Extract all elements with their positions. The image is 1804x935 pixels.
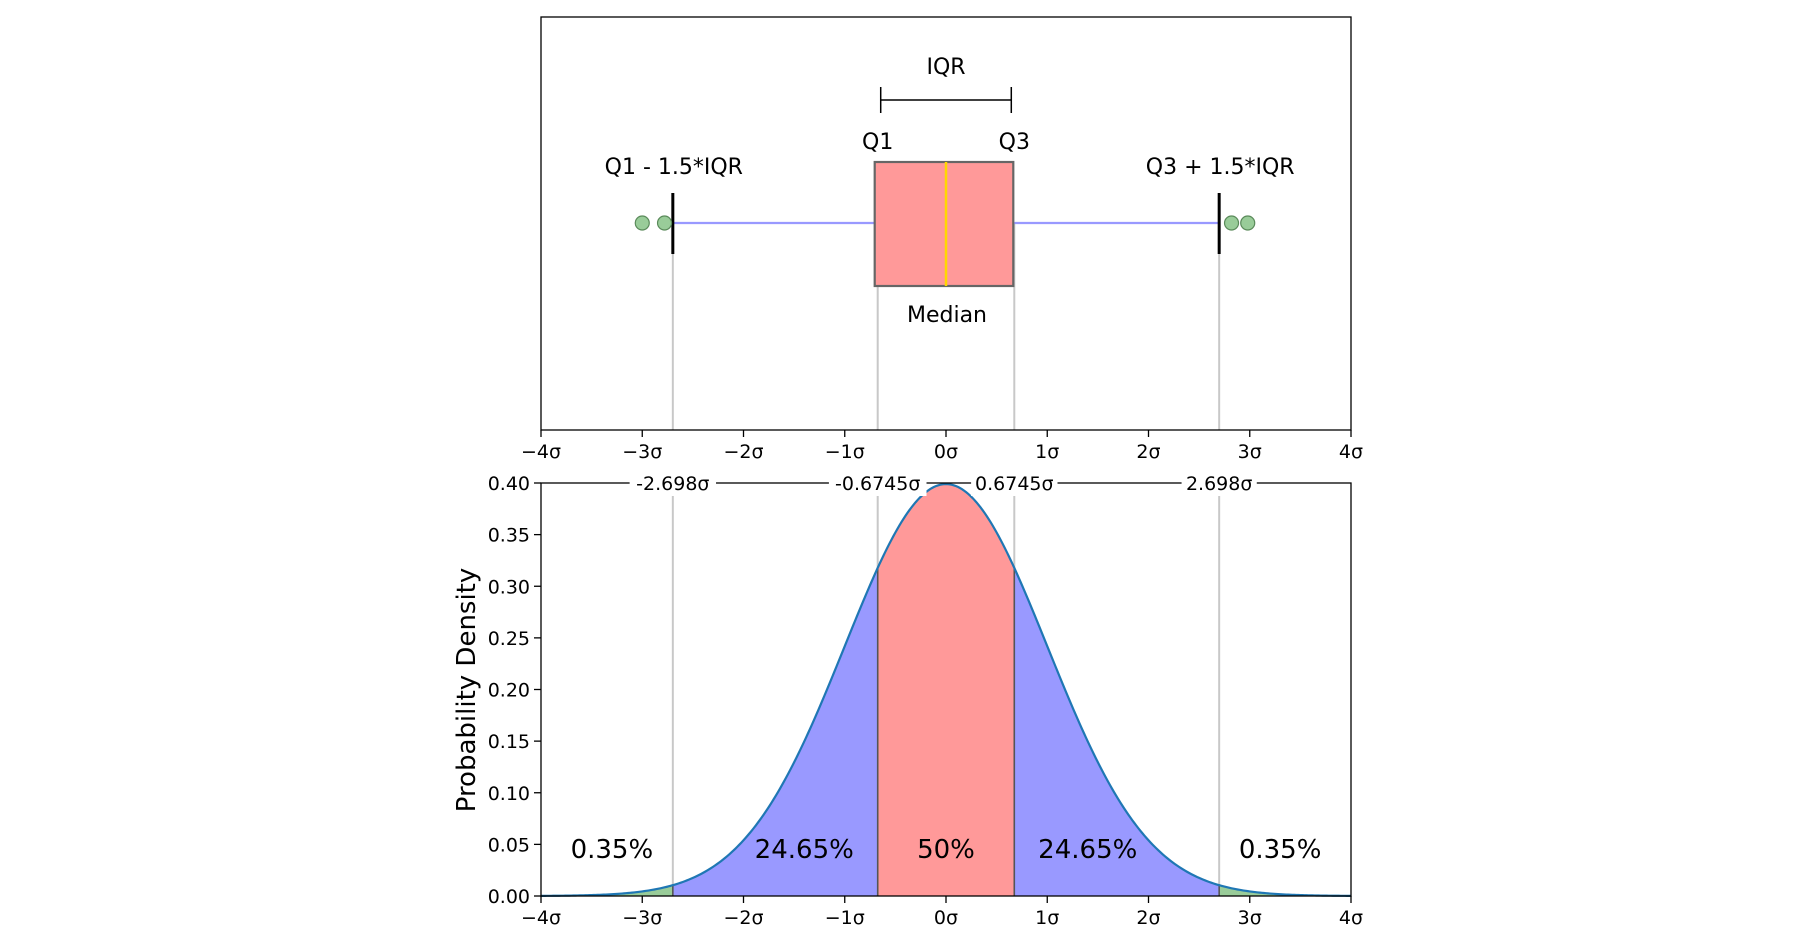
region-label-2: 50%: [917, 835, 975, 865]
boundary-label-3: 2.698σ: [1186, 473, 1252, 495]
ytick-label-7: 0.35: [488, 525, 530, 547]
top-xtick-label-7: 3σ: [1238, 441, 1262, 463]
bottom-xtick-label-1: −3σ: [622, 907, 662, 929]
density-region-4: [1219, 885, 1351, 896]
boundary-label-bg-1: [828, 470, 927, 496]
iqr-label: IQR: [926, 55, 965, 80]
bottom-xtick-label-7: 3σ: [1238, 907, 1262, 929]
ytick-label-1: 0.05: [488, 834, 530, 856]
top-xtick-label-0: −4σ: [521, 441, 561, 463]
boundary-label-bg-3: [1181, 470, 1257, 496]
y-axis-label: Probability Density: [452, 568, 482, 813]
ytick-label-0: 0.00: [488, 886, 530, 908]
density-curve: [540, 482, 1352, 897]
region-label-3: 24.65%: [1038, 835, 1137, 865]
outlier-point-1: [656, 215, 673, 231]
bottom-xtick-label-8: 4σ: [1339, 907, 1363, 929]
q3-label: Q3: [999, 130, 1030, 155]
iqr-box: [873, 160, 1015, 288]
ytick-label-3: 0.15: [488, 731, 530, 753]
bottom-xtick-label-4: 0σ: [934, 907, 958, 929]
boxplot-panel: IQR Q1 Q3 Q1 - 1.5*IQR Q3 + 1.5*IQR Medi…: [521, 16, 1363, 463]
lower-fence-label: Q1 - 1.5*IQR: [605, 155, 743, 180]
ytick-label-4: 0.20: [488, 680, 530, 702]
ytick-label-8: 0.40: [488, 473, 530, 495]
boundary-label-bg-2: [971, 470, 1058, 496]
top-xtick-label-2: −2σ: [723, 441, 763, 463]
boundary-label-2: 0.6745σ: [975, 473, 1054, 495]
bottom-xtick-label-0: −4σ: [521, 907, 561, 929]
outlier-point-0: [634, 215, 650, 231]
density-region-1: [672, 567, 878, 896]
ytick-label-5: 0.25: [488, 628, 530, 650]
top-xtick-label-4: 0σ: [934, 441, 958, 463]
top-xtick-label-5: 1σ: [1035, 441, 1059, 463]
density-panel: 0.35% 24.65% 50% 24.65% 0.35% -2.698σ -0.6745…: [452, 470, 1363, 929]
q1-label: Q1: [862, 130, 893, 155]
outlier-point-2: [1223, 215, 1240, 231]
top-xtick-label-3: −1σ: [825, 441, 865, 463]
top-xtick-label-1: −3σ: [622, 441, 662, 463]
region-label-4: 0.35%: [1239, 835, 1322, 865]
boundary-label-1: -0.6745σ: [835, 473, 920, 495]
density-region-2: [877, 484, 1015, 896]
median-label: Median: [907, 303, 987, 328]
bottom-xtick-label-2: −2σ: [723, 907, 763, 929]
density-region-0: [541, 885, 673, 896]
ytick-label-6: 0.30: [488, 576, 530, 598]
boundary-label-0: -2.698σ: [636, 473, 709, 495]
density-region-3: [1014, 567, 1220, 896]
top-xtick-label-6: 2σ: [1136, 441, 1160, 463]
region-label-0: 0.35%: [571, 835, 654, 865]
top-xtick-label-8: 4σ: [1339, 441, 1363, 463]
region-label-1: 24.65%: [755, 835, 854, 865]
ytick-label-2: 0.10: [488, 783, 530, 805]
bottom-xtick-label-6: 2σ: [1136, 907, 1160, 929]
upper-fence-label: Q3 + 1.5*IQR: [1146, 155, 1295, 180]
boundary-label-bg-0: [629, 470, 717, 496]
outlier-point-3: [1240, 215, 1256, 231]
bottom-xtick-label-5: 1σ: [1035, 907, 1059, 929]
bottom-xtick-label-3: −1σ: [825, 907, 865, 929]
